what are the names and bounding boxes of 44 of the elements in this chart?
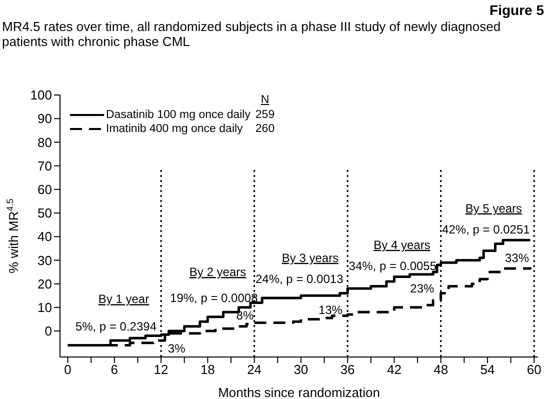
annotation: By 3 years [282,250,339,265]
x-tick-label: 30 [294,362,308,378]
annotation: 13% [318,302,343,317]
x-tick-label: 12 [154,362,168,378]
legend-label: Dasatinib 100 mg once daily [106,109,250,121]
chart-title: MR4.5 rates over time, all randomized subjects in a phase III study of newly diagnosed patients with chronic phase CML [2,19,502,49]
x-tick-label: 48 [434,362,448,378]
y-tick-label: 40 [38,229,52,244]
y-tick-label: 10 [38,300,52,316]
x-axis-title: Months since randomization [218,385,380,399]
annotation: 23% [410,282,435,296]
annotation: 33% [505,250,530,265]
x-tick-label: 36 [340,362,355,378]
caption: Figure 5 [490,2,544,18]
annotation: By 4 years [374,238,430,252]
annotation: 24%, p = 0.0013 [256,272,344,286]
y-tick-label: 70 [38,158,52,174]
x-tick-label: 0 [64,362,72,378]
annotation: 3% [168,342,186,356]
annotation: 260 [254,123,276,135]
x-tick-label: 60 [526,362,542,378]
annotation: 19%, p = 0.0008 [170,290,258,305]
annotation: 42%, p = 0.0251 [442,222,530,237]
x-tick-label: 24 [247,362,262,378]
x-tick-label: 6 [110,362,118,378]
y-tick-label: 80 [38,134,52,150]
x-tick-label: 18 [200,362,215,378]
annotation: By 2 years [189,265,246,280]
annotation: N [260,94,270,108]
annotation: 259 [254,109,276,121]
annotation: By 1 year [98,292,150,306]
y-tick-label: 90 [38,111,52,126]
legend-label: Imatinib 400 mg once daily [106,123,244,135]
annotation: By 5 years [465,201,522,216]
y-tick-label: 20 [38,276,52,292]
x-tick-label: 54 [480,362,495,378]
y-tick-label: 50 [38,206,52,221]
y-tick-label: 0 [44,324,52,339]
y-tick-label: 100 [30,88,52,103]
y-tick-label: 60 [38,182,52,198]
annotation: 34%, p = 0.0055 [348,259,437,274]
x-tick-label: 42 [386,362,402,378]
annotation: 5%, p = 0.2394 [75,319,157,334]
y-tick-label: 30 [38,252,52,268]
